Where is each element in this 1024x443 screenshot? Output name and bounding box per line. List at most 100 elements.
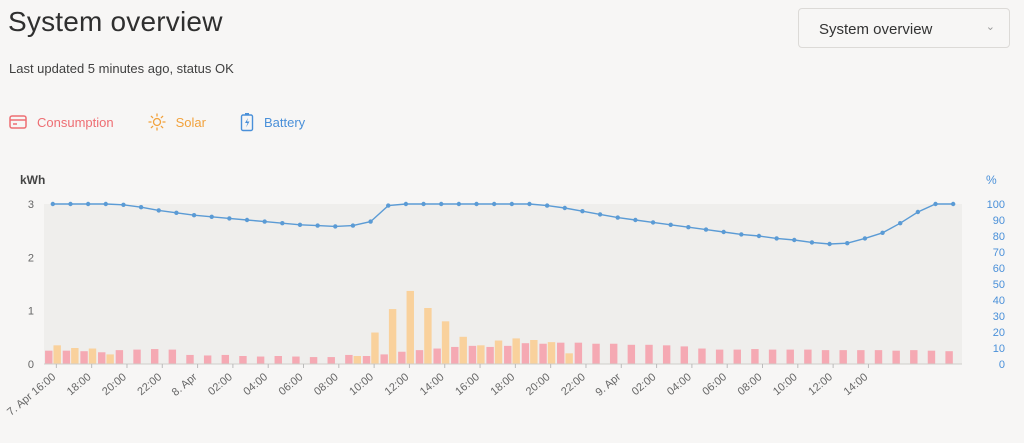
- legend-item-consumption[interactable]: Consumption: [9, 114, 114, 130]
- consumption-bar: [292, 356, 300, 364]
- consumption-bar: [857, 350, 865, 364]
- consumption-bar: [327, 357, 335, 364]
- consumption-bar: [398, 351, 406, 364]
- battery-point: [633, 217, 638, 223]
- x-tick-label: 10:00: [347, 371, 376, 398]
- consumption-bar: [874, 350, 883, 364]
- view-select-dropdown[interactable]: System overview ⌄: [798, 8, 1010, 48]
- y-right-tick: 60: [993, 263, 1005, 275]
- x-tick-label: 08:00: [736, 371, 765, 398]
- consumption-bar: [239, 356, 247, 364]
- battery-point: [597, 212, 603, 217]
- battery-point: [845, 241, 850, 246]
- page-title: System overview: [8, 6, 223, 37]
- battery-point: [668, 222, 673, 227]
- solar-bar: [477, 345, 485, 364]
- y-right-tick: 100: [987, 199, 1005, 211]
- consumption-bar: [786, 349, 794, 364]
- consumption-bar: [415, 350, 424, 364]
- x-tick-label: 12:00: [383, 371, 412, 398]
- y-right-tick: 10: [993, 343, 1005, 355]
- sun-icon: [147, 113, 166, 131]
- battery-point: [138, 205, 144, 210]
- consumption-bar: [433, 348, 441, 364]
- y-left-unit: kWh: [20, 173, 45, 187]
- battery-point: [703, 227, 709, 232]
- consumption-bar: [98, 352, 106, 364]
- battery-point: [650, 220, 656, 225]
- energy-chart: kWh 0 1 2 3% 0 10 20 30 40 50 60 70 80 90 100 7. Apr 16:…: [0, 160, 1024, 443]
- consumption-bar: [715, 349, 724, 364]
- legend-item-battery[interactable]: Battery: [240, 112, 305, 132]
- battery-point: [544, 203, 550, 208]
- y-left-tick: 0: [28, 359, 34, 371]
- y-right-tick: 90: [993, 215, 1005, 227]
- x-tick-label: 12:00: [806, 371, 835, 398]
- solar-bar: [353, 356, 362, 364]
- battery-point: [915, 209, 921, 215]
- consumption-bar: [380, 354, 388, 364]
- battery-point: [227, 216, 232, 221]
- battery-point: [898, 221, 903, 226]
- x-tick-label: 18:00: [65, 371, 94, 398]
- battery-point: [421, 201, 426, 207]
- consumption-bar: [733, 349, 741, 364]
- battery-point: [792, 237, 797, 243]
- battery-point: [950, 201, 956, 207]
- legend-item-solar[interactable]: Solar: [147, 113, 206, 131]
- battery-point: [68, 201, 73, 207]
- solar-bar: [388, 309, 397, 364]
- x-tick-label: 20:00: [100, 371, 129, 398]
- y-right-tick: 20: [993, 327, 1005, 339]
- consumption-icon: [9, 115, 27, 129]
- consumption-bar: [256, 356, 265, 364]
- battery-point: [527, 201, 532, 207]
- battery-point: [103, 201, 108, 207]
- battery-point: [156, 208, 161, 213]
- battery-point: [209, 214, 214, 219]
- battery-point: [509, 201, 515, 207]
- battery-point: [491, 201, 497, 207]
- x-tick-label: 02:00: [206, 371, 235, 398]
- consumption-bar: [468, 345, 477, 364]
- battery-point: [121, 202, 126, 207]
- x-tick-label: 22:00: [559, 371, 588, 398]
- consumption-bar: [945, 351, 953, 364]
- consumption-bar: [609, 343, 618, 364]
- battery-point: [580, 209, 585, 214]
- x-tick-label: 14:00: [842, 371, 871, 398]
- battery-point: [244, 217, 250, 223]
- consumption-bar: [274, 356, 282, 364]
- battery-icon: [240, 113, 254, 132]
- battery-point: [933, 201, 938, 207]
- consumption-bar: [680, 346, 689, 364]
- x-tick-label: 18:00: [488, 371, 517, 398]
- battery-point: [615, 215, 620, 220]
- battery-point: [350, 223, 356, 228]
- consumption-bar: [768, 349, 777, 364]
- battery-point: [50, 201, 56, 207]
- solar-bar: [424, 308, 432, 364]
- solar-bar: [441, 321, 450, 364]
- battery-point: [686, 225, 691, 230]
- y-right-tick: 40: [993, 295, 1005, 307]
- x-tick-label: 7. Apr 16:00: [5, 371, 58, 418]
- y-right-tick: 50: [993, 279, 1005, 291]
- battery-point: [827, 241, 832, 247]
- plot-background: [44, 204, 962, 364]
- consumption-bar: [751, 349, 759, 364]
- battery-point: [315, 223, 320, 228]
- battery-point: [809, 240, 815, 245]
- status-text: Last updated 5 minutes ago, status OK: [9, 61, 234, 76]
- solar-bar: [88, 348, 97, 364]
- solar-bar: [530, 340, 538, 364]
- x-tick-label: 14:00: [418, 371, 447, 398]
- solar-bar: [71, 348, 79, 364]
- x-tick-label: 16:00: [453, 371, 482, 398]
- consumption-bar: [309, 357, 318, 364]
- consumption-bar: [168, 349, 177, 364]
- x-tick-label: 10:00: [771, 371, 800, 398]
- consumption-bar: [627, 344, 636, 364]
- y-left-tick: 1: [28, 306, 34, 318]
- x-tick-label: 06:00: [277, 371, 306, 398]
